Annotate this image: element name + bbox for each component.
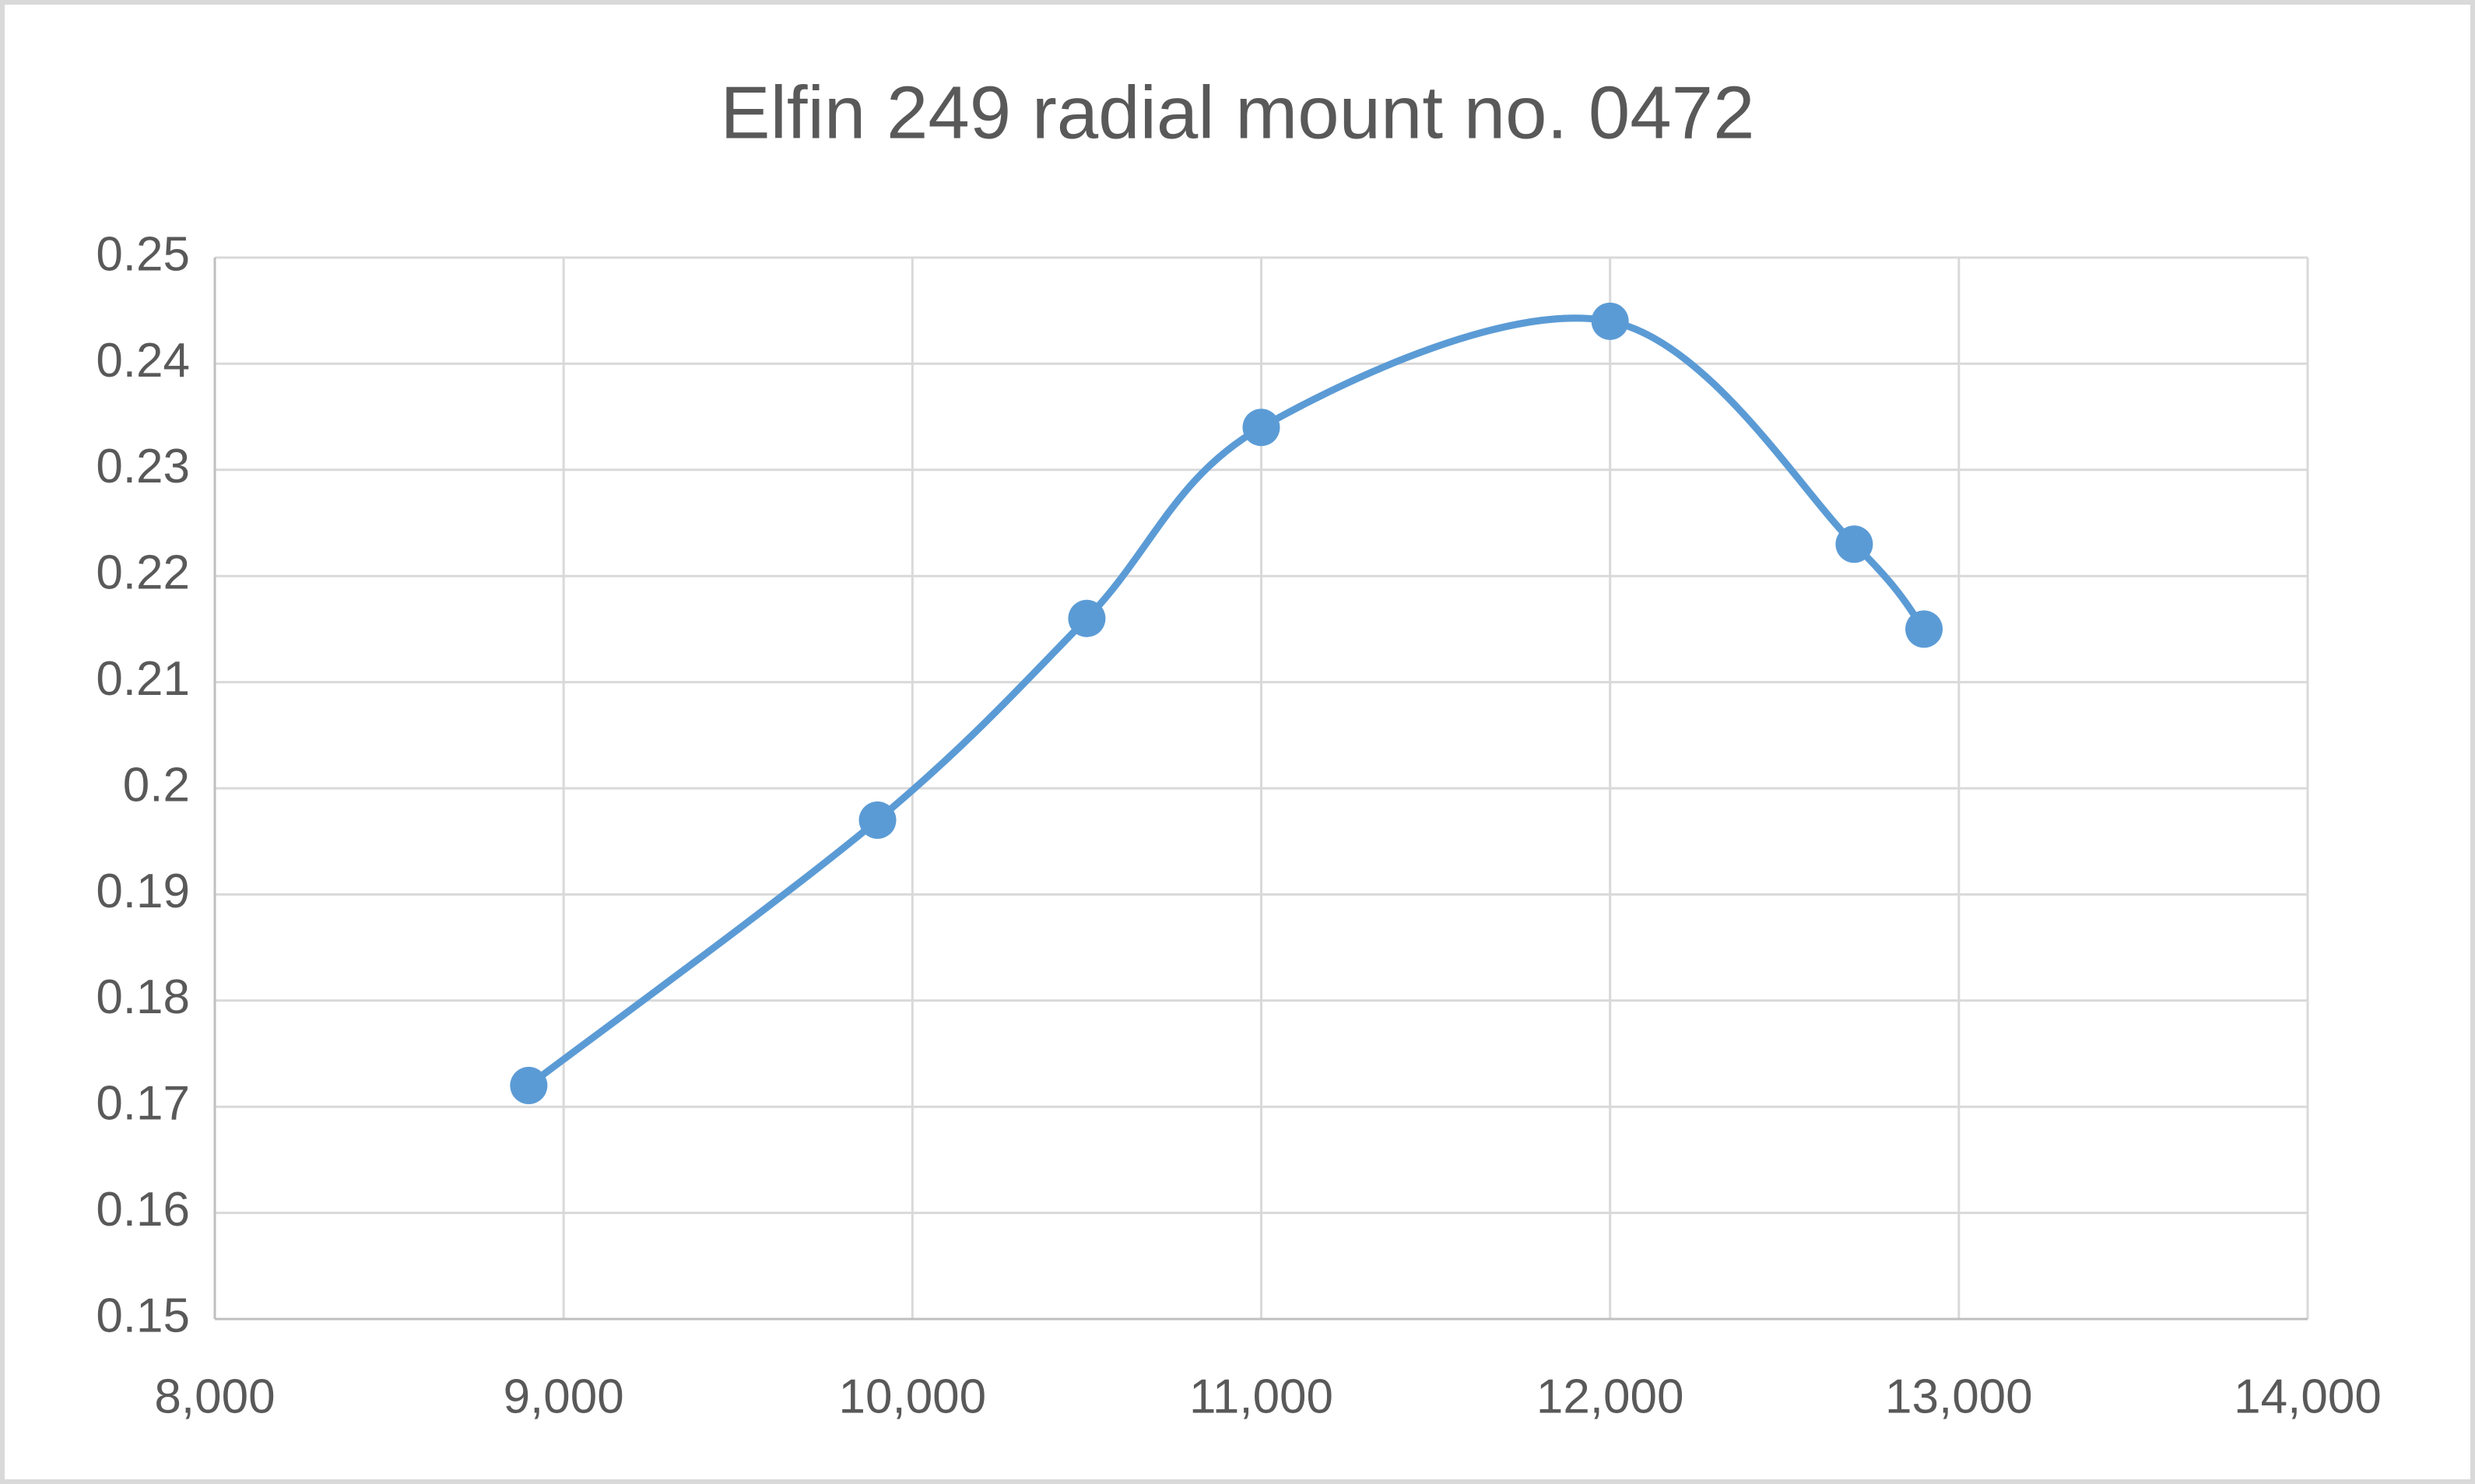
y-tick-label: 0.24: [96, 334, 190, 388]
chart-title: Elfin 249 radial mount no. 0472: [721, 71, 1755, 154]
y-tick-label: 0.22: [96, 546, 190, 600]
data-point: [510, 1066, 548, 1104]
y-tick-label: 0.21: [96, 652, 190, 706]
y-tick-label: 0.18: [96, 970, 190, 1024]
data-point: [1242, 409, 1280, 447]
x-tick-label: 11,000: [1189, 1370, 1333, 1423]
data-point: [1068, 599, 1106, 637]
y-tick-label: 0.15: [96, 1289, 190, 1342]
y-tick-label: 0.16: [96, 1183, 190, 1237]
y-tick-label: 0.17: [96, 1077, 190, 1131]
y-tick-label: 0.2: [123, 758, 190, 812]
y-tick-label: 0.23: [96, 440, 190, 493]
data-point: [1591, 302, 1629, 340]
x-tick-label: 9,000: [504, 1370, 624, 1423]
x-tick-label: 12,000: [1536, 1370, 1684, 1423]
x-tick-label: 13,000: [1885, 1370, 2033, 1423]
data-point: [858, 801, 897, 839]
series-line: [525, 314, 1928, 1089]
x-tick-label: 8,000: [154, 1370, 275, 1423]
data-point: [1835, 525, 1873, 563]
y-tick-label: 0.25: [96, 227, 190, 281]
x-tick-label: 14,000: [2234, 1370, 2382, 1423]
data-point: [1905, 610, 1943, 648]
y-tick-label: 0.19: [96, 865, 190, 918]
x-tick-label: 10,000: [839, 1370, 987, 1423]
